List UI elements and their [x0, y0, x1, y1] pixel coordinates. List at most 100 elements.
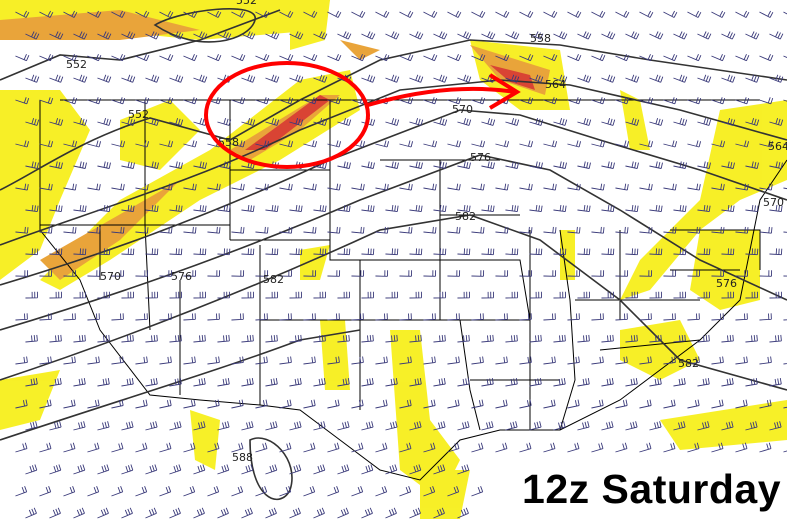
wind-barb-icon — [529, 204, 543, 213]
wind-barb-icon — [543, 183, 557, 191]
red-ellipse-arrow-annotation — [204, 61, 521, 169]
contour-label: 558 — [530, 32, 551, 45]
wind-barb-icon — [687, 313, 700, 321]
wind-barb-icon — [303, 183, 317, 191]
wind-barb-icon — [745, 248, 759, 256]
wind-barb-icon — [423, 313, 436, 321]
wind-barb-icon — [135, 10, 150, 18]
wind-barb-icon — [303, 313, 316, 321]
wind-barb-icon — [121, 378, 134, 387]
wind-barb-icon — [135, 97, 150, 105]
wind-barb-icon — [217, 334, 230, 343]
wind-barb-icon — [87, 399, 100, 409]
wind-barb-icon — [447, 140, 462, 148]
wind-barb-icon — [673, 31, 688, 40]
wind-barb-icon — [289, 204, 303, 213]
wind-barb-icon — [601, 117, 616, 126]
wind-barb-icon — [337, 507, 349, 519]
wind-barb-icon — [457, 421, 470, 431]
wind-barb-icon — [399, 313, 412, 321]
wind-barb-icon — [721, 334, 734, 343]
wind-barb-icon — [351, 356, 364, 365]
wind-barb-icon — [759, 183, 773, 191]
wind-barb-icon — [169, 74, 184, 83]
wind-barb-icon — [217, 31, 232, 40]
wind-barb-icon — [783, 231, 787, 233]
wind-barb-icon — [231, 54, 246, 62]
wind-barb-icon — [471, 140, 486, 148]
wind-barb-icon — [481, 378, 494, 387]
wind-barb-icon — [313, 248, 327, 256]
wind-barb-icon — [145, 74, 160, 83]
wind-barb-icon — [337, 31, 352, 40]
wind-barb-icon — [121, 74, 136, 83]
wind-barb-icon — [399, 54, 414, 62]
wind-barb-icon — [49, 464, 62, 475]
wind-barb-icon — [303, 486, 316, 497]
wind-barb-icon — [207, 226, 221, 234]
wind-barb-icon — [673, 204, 687, 213]
wind-barb-icon — [289, 421, 302, 431]
wind-barb-icon — [625, 248, 639, 256]
wind-barb-icon — [519, 399, 532, 409]
wind-barb-icon — [601, 421, 614, 431]
wind-barb-icon — [231, 183, 245, 191]
wind-barb-icon — [577, 334, 590, 343]
contour-label: 570 — [452, 103, 473, 116]
wind-barb-icon — [399, 442, 412, 453]
wind-barb-icon — [63, 10, 78, 18]
wind-barb-icon — [135, 399, 148, 409]
wind-barb-icon — [433, 204, 447, 213]
wind-barb-icon — [639, 399, 652, 409]
wind-barb-icon — [735, 140, 750, 148]
wind-barb-icon — [49, 204, 63, 213]
wind-barb-icon — [337, 421, 350, 431]
wind-barb-icon — [769, 31, 784, 40]
wind-barb-icon — [505, 31, 520, 40]
wind-barb-icon — [567, 442, 580, 453]
wind-barb-icon — [711, 54, 726, 62]
wind-barb-icon — [265, 204, 279, 213]
wind-barb-icon — [519, 442, 532, 453]
wind-barb-icon — [207, 183, 221, 191]
wind-barb-icon — [399, 10, 414, 18]
wind-barb-icon — [97, 464, 110, 475]
wind-barb-icon — [433, 464, 446, 475]
wind-barb-icon — [159, 486, 172, 497]
wind-barb-icon — [553, 161, 567, 169]
wind-barb-icon — [433, 421, 446, 431]
wind-barb-icon — [481, 291, 494, 299]
wind-barb-icon — [769, 291, 782, 299]
wind-barb-icon — [279, 270, 293, 277]
wind-barb-icon — [457, 291, 470, 299]
wind-barb-icon — [385, 31, 400, 40]
wind-barb-icon — [183, 486, 196, 497]
wind-barb-icon — [783, 275, 787, 277]
wind-barb-icon — [183, 183, 197, 191]
wind-barb-icon — [519, 97, 534, 105]
wind-barb-icon — [591, 97, 606, 105]
wind-barb-icon — [735, 399, 748, 409]
wind-barb-icon — [649, 248, 663, 256]
wind-barb-icon — [265, 248, 279, 256]
wind-barb-icon — [111, 270, 125, 277]
wind-barb-icon — [135, 183, 149, 191]
wind-barb-icon — [327, 442, 340, 453]
wind-barb-icon — [49, 378, 62, 387]
wind-barb-icon — [567, 10, 582, 18]
wind-barb-icon — [279, 140, 294, 148]
contour-label: 564 — [768, 140, 787, 153]
wind-barb-icon — [457, 248, 471, 256]
wind-barb-icon — [351, 442, 364, 453]
wind-barb-icon — [735, 10, 750, 18]
wind-barb-icon — [471, 356, 484, 365]
wind-barb-icon — [241, 291, 254, 299]
wind-barb-icon — [327, 226, 341, 234]
wind-barb-icon — [15, 486, 28, 497]
wind-barb-icon — [567, 140, 582, 148]
wind-barb-icon — [351, 10, 366, 18]
wind-barb-icon — [303, 54, 318, 62]
wind-barb-icon — [121, 291, 134, 299]
wind-barb-icon — [159, 10, 174, 18]
wind-barb-icon — [759, 10, 774, 18]
